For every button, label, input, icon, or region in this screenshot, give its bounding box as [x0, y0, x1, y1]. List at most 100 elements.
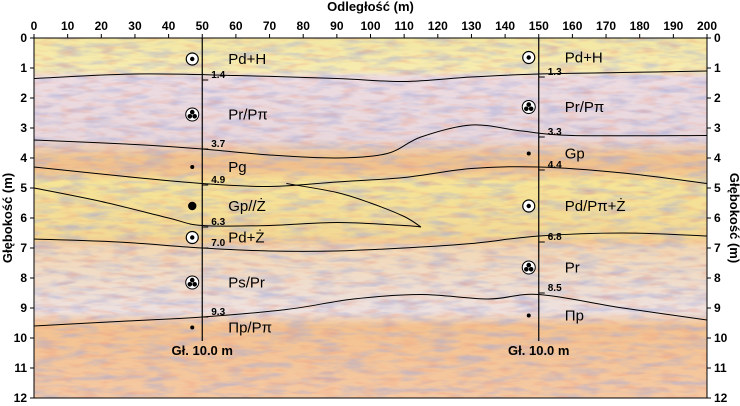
x-tick-label: 150	[529, 19, 549, 33]
layer-boundary-line	[34, 187, 422, 228]
x-tick-label: 50	[196, 19, 210, 33]
dot-circle-icon	[185, 52, 199, 66]
y-tick-label-left: 1	[20, 61, 27, 75]
soil-unit-label: Pr/Pπ	[228, 107, 268, 124]
dot-circle-icon	[522, 199, 536, 213]
x-tick-label: 140	[495, 19, 515, 33]
layer-top-depth: 3.3	[548, 127, 562, 138]
layer-top-depth: 8.5	[548, 283, 562, 294]
x-tick-label: 110	[394, 19, 414, 33]
layer-top-depth: 4.4	[548, 160, 562, 171]
y-tick-label-right: 3	[714, 121, 721, 135]
y-tick-label-right: 7	[714, 241, 721, 255]
dot-circle-icon	[185, 230, 199, 245]
x-tick-label: 180	[630, 19, 650, 33]
y-tick-label-left: 2	[20, 91, 27, 105]
y-tick-label-right: 9	[714, 301, 721, 315]
small-dot-icon	[190, 165, 195, 169]
layer-top-depth: 6.8	[548, 232, 562, 243]
y-tick-label-right: 10	[714, 331, 728, 345]
x-tick-label: 190	[663, 19, 683, 33]
soil-unit-label: Ps/Pr	[228, 275, 265, 292]
x-axis-title: Odległość (m)	[327, 0, 414, 14]
y-tick-label-right: 0	[714, 31, 721, 45]
x-tick-label: 200	[697, 19, 717, 33]
x-tick-label: 130	[461, 19, 481, 33]
layer-boundary-line	[34, 293, 707, 327]
layer-top-depth: 3.7	[211, 139, 225, 150]
radargram-texture-red	[34, 38, 707, 398]
soil-unit-label: Πp/Pπ	[228, 320, 272, 337]
x-tick-label: 10	[61, 19, 75, 33]
layer-top-depth: 7.0	[211, 238, 225, 249]
x-tick-label: 0	[31, 19, 38, 33]
soil-unit-label: Pd+H	[228, 51, 266, 68]
x-tick-label: 30	[128, 19, 142, 33]
small-dot-icon	[190, 325, 195, 330]
x-tick-label: 20	[95, 19, 109, 33]
y-tick-label-right: 12	[714, 391, 728, 405]
soil-unit-label: Gp	[565, 146, 585, 163]
soil-unit-label: Pr	[565, 260, 580, 277]
x-tick-label: 90	[330, 19, 344, 33]
dot-circle-icon	[522, 50, 536, 65]
y-tick-label-left: 10	[14, 331, 28, 345]
soil-unit-label: Pg	[228, 159, 246, 176]
x-tick-label: 100	[360, 19, 380, 33]
soil-unit-label: Pd/Pπ+Ż	[565, 197, 626, 215]
y-tick-label-right: 8	[714, 271, 721, 285]
layer-boundary-line	[34, 232, 707, 252]
y-tick-label-left: 4	[20, 151, 27, 165]
y-tick-label-right: 11	[714, 361, 727, 375]
y-tick-label-right: 1	[714, 61, 721, 75]
layer-top-depth: 6.3	[211, 217, 225, 228]
x-tick-label: 170	[596, 19, 616, 33]
clover-icon	[521, 100, 536, 114]
small-dot-icon	[526, 151, 531, 156]
clover-icon	[521, 260, 536, 275]
y-tick-label-left: 9	[20, 301, 27, 315]
x-tick-label: 40	[162, 19, 176, 33]
x-tick-label: 60	[229, 19, 243, 33]
borehole-depth-label: Gł. 10.0 m	[508, 343, 569, 358]
x-tick-label: 80	[297, 19, 311, 33]
layer-boundary-line	[34, 166, 707, 188]
y-tick-label-left: 8	[20, 271, 27, 285]
y-axis-title-right: Głębokość (m)	[727, 173, 740, 263]
layer-top-depth: 4.9	[211, 175, 225, 186]
radargram-panel	[34, 38, 707, 398]
layer-boundary-line	[34, 124, 707, 159]
y-axis-title-left: Głębokość (m)	[0, 173, 15, 263]
y-tick-label-left: 3	[20, 121, 27, 135]
y-tick-label-left: 6	[20, 211, 27, 225]
clover-icon	[185, 275, 200, 290]
layer-boundary-line	[34, 70, 707, 83]
x-tick-label: 160	[562, 19, 582, 33]
y-tick-label-left: 0	[20, 31, 27, 45]
y-tick-label-right: 2	[714, 91, 721, 105]
x-tick-label: 120	[428, 19, 448, 33]
soil-unit-label: Pr/Pπ	[565, 99, 605, 116]
y-tick-label-left: 5	[20, 181, 27, 195]
clover-icon	[185, 107, 200, 122]
soil-unit-label: Πp	[565, 308, 584, 325]
layer-top-depth: 1.3	[548, 67, 562, 78]
y-tick-label-right: 4	[714, 151, 721, 165]
y-tick-label-left: 7	[20, 241, 27, 255]
large-dot-icon	[188, 201, 197, 211]
soil-unit-label: Gp//Ż	[228, 197, 266, 215]
borehole-depth-label: Gł. 10.0 m	[172, 343, 233, 358]
small-dot-icon	[526, 313, 531, 318]
layer-boundary-line	[286, 183, 422, 228]
layer-top-depth: 1.4	[211, 70, 225, 81]
x-tick-label: 70	[263, 19, 277, 33]
y-tick-label-left: 12	[14, 391, 28, 405]
soil-unit-label: Pd+Ż	[228, 229, 264, 247]
y-tick-label-left: 11	[14, 361, 27, 375]
y-tick-label-right: 5	[714, 181, 721, 195]
